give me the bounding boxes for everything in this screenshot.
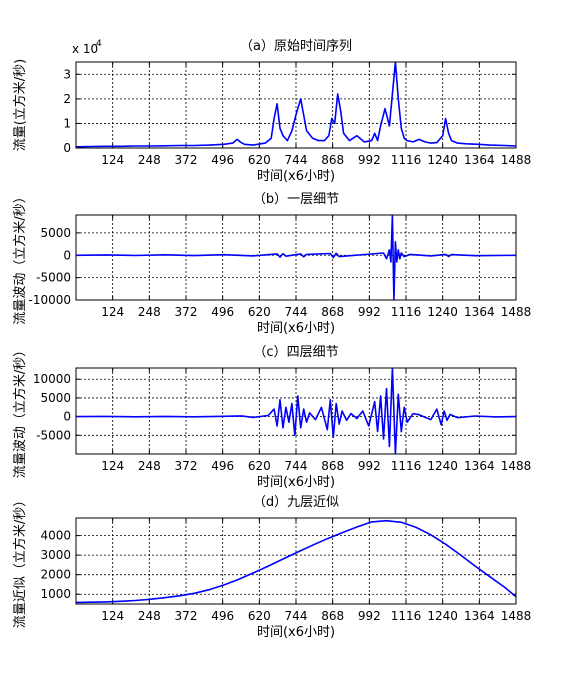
x-tick-label-c: 1240 (427, 459, 458, 473)
x-tick-label-c: 744 (285, 459, 308, 473)
x-tick-label-d: 248 (138, 609, 161, 623)
x-tick-label-c: 992 (358, 459, 381, 473)
y-tick-label-b: 0 (63, 248, 71, 262)
y-tick-label-d: 3000 (40, 548, 71, 562)
x-tick-label-c: 1488 (501, 459, 532, 473)
y-tick-label-a: 2 (63, 92, 71, 106)
x-tick-label-c: 248 (138, 459, 161, 473)
y-axis-label-b: 流量波动（立方米/秒） (12, 190, 28, 324)
x-tick-label-d: 1488 (501, 609, 532, 623)
x-tick-label-b: 992 (358, 305, 381, 319)
axes-frame-b (75, 214, 517, 301)
chart-title-b: （b）一层细节 (253, 192, 339, 207)
x-tick-label-c: 1364 (464, 459, 495, 473)
subplot-c: 124 248 372 496 620 744 868 992 1116 1240 1364 1488… (12, 344, 531, 490)
y-axis-label-d: 流量近似（立方米/秒） (12, 494, 28, 628)
x-tick-label-a: 496 (211, 153, 234, 167)
x-tick-label-d: 1240 (427, 609, 458, 623)
y-tick-label-c: 5000 (40, 391, 71, 405)
series-line-b (76, 215, 516, 300)
y-tick-label-c: 0 (63, 410, 71, 424)
x-tick-label-c: 868 (321, 459, 344, 473)
chart-title-a: （a）原始时间序列 (240, 39, 352, 54)
plot-area-d (76, 518, 516, 604)
y-tick-label-b: 5000 (40, 226, 71, 240)
x-tick-label-b: 868 (321, 305, 344, 319)
x-tick-label-c: 620 (248, 459, 271, 473)
x-tick-label-a: 992 (358, 153, 381, 167)
x-tick-label-d: 992 (358, 609, 381, 623)
x-tick-label-d: 372 (175, 609, 198, 623)
x-tick-label-d: 496 (211, 609, 234, 623)
x-tick-label-b: 620 (248, 305, 271, 319)
x-tick-label-d: 868 (321, 609, 344, 623)
x-tick-label-d: 124 (101, 609, 124, 623)
y-tick-label-a: 0 (63, 141, 71, 155)
y-tick-label-b: -5000 (36, 271, 71, 285)
x-tick-label-a: 1364 (464, 153, 495, 167)
x-tick-label-a: 1488 (501, 153, 532, 167)
chart-title-d: （d）九层近似 (253, 495, 339, 510)
subplot-a: 124 248 372 496 620 744 868 992 1116 1240 1364 1488… (12, 39, 531, 184)
axes-frame-a (75, 61, 517, 149)
x-tick-label-d: 1364 (464, 609, 495, 623)
y-tick-label-d: 4000 (40, 529, 71, 543)
x-tick-label-d: 744 (285, 609, 308, 623)
x-tick-label-a: 744 (285, 153, 308, 167)
x-axis-label-d: 时间(x6小时) (257, 625, 335, 640)
subplot-d: 124 248 372 496 620 744 868 992 1116 1240 1364 1488… (12, 494, 531, 640)
chart-title-c: （c）四层细节 (253, 345, 338, 360)
y-tick-label-a: 3 (63, 67, 71, 81)
x-tick-label-d: 620 (248, 609, 271, 623)
y-tick-label-d: 1000 (40, 587, 71, 601)
x-tick-label-b: 1364 (464, 305, 495, 319)
y-tick-label-c: 10000 (33, 372, 71, 386)
x-tick-label-c: 496 (211, 459, 234, 473)
x-tick-label-b: 372 (175, 305, 198, 319)
series-line-c (76, 368, 516, 454)
x-tick-label-b: 496 (211, 305, 234, 319)
x-tick-label-c: 372 (175, 459, 198, 473)
x-tick-label-a: 248 (138, 153, 161, 167)
y-exponent-power-a: 4 (96, 39, 102, 49)
x-tick-label-a: 1116 (391, 153, 422, 167)
x-tick-label-b: 744 (285, 305, 308, 319)
x-tick-label-a: 372 (175, 153, 198, 167)
y-tick-label-a: 1 (63, 116, 71, 130)
x-tick-label-b: 1488 (501, 305, 532, 319)
x-tick-label-d: 1116 (391, 609, 422, 623)
subplot-b: 124 248 372 496 620 744 868 992 1116 1240 1364 1488… (12, 190, 531, 336)
x-tick-label-b: 124 (101, 305, 124, 319)
y-exponent-label-a: x 10 (72, 42, 98, 56)
y-tick-label-b: -10000 (28, 293, 71, 307)
x-tick-label-b: 1240 (427, 305, 458, 319)
series-line-d (76, 519, 516, 604)
x-axis-label-c: 时间(x6小时) (257, 475, 335, 490)
x-axis-label-a: 时间(x6小时) (257, 169, 335, 184)
series-line-a (76, 62, 516, 148)
axes-frame-c (75, 367, 517, 455)
axes-frame-d (75, 517, 517, 605)
y-axis-label-a: 流量(立方米/秒) (12, 59, 28, 152)
y-tick-label-d: 2000 (40, 568, 71, 582)
x-tick-label-c: 1116 (391, 459, 422, 473)
x-tick-label-a: 1240 (427, 153, 458, 167)
x-tick-label-a: 868 (321, 153, 344, 167)
x-tick-label-a: 124 (101, 153, 124, 167)
plot-area-b (76, 215, 516, 300)
y-axis-label-c: 流量波动（立方米/秒） (12, 344, 28, 478)
x-tick-label-c: 124 (101, 459, 124, 473)
x-tick-label-a: 620 (248, 153, 271, 167)
x-tick-label-b: 248 (138, 305, 161, 319)
x-tick-label-b: 1116 (391, 305, 422, 319)
y-tick-label-c: -5000 (36, 428, 71, 442)
x-axis-label-b: 时间(x6小时) (257, 321, 335, 336)
